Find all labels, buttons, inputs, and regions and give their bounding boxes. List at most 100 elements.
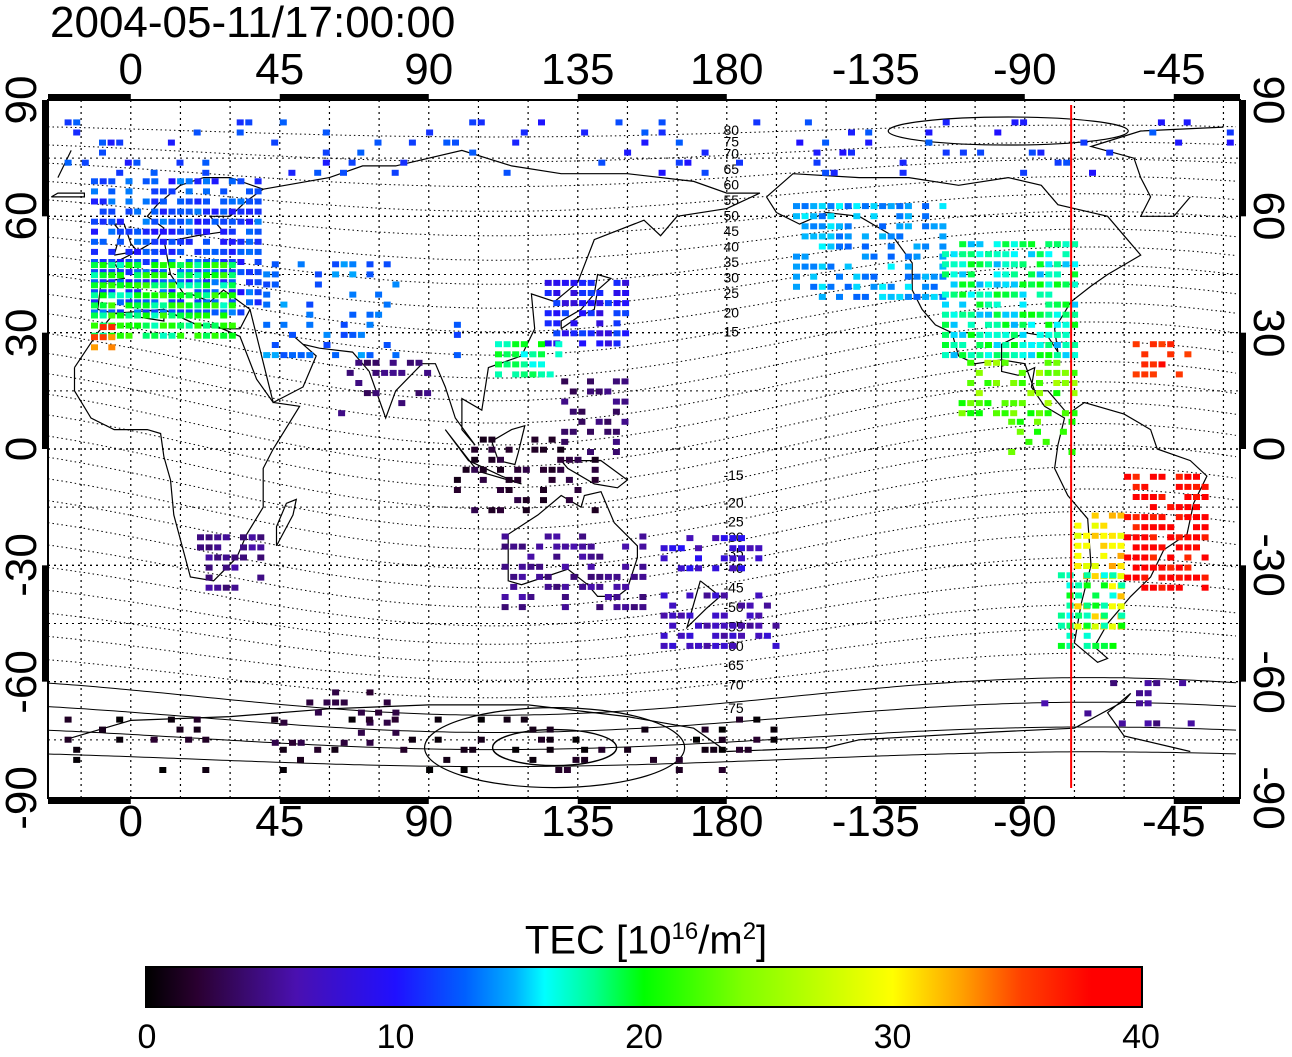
tec-cell — [587, 290, 595, 296]
tec-cell — [108, 208, 116, 215]
tec-cell — [349, 261, 357, 268]
tec-cell — [477, 716, 485, 723]
tec-cell — [591, 456, 599, 463]
tec-cell — [1167, 341, 1175, 348]
tec-cell — [1066, 572, 1074, 579]
lat-tick-right: 30 — [1244, 308, 1292, 358]
contour-label: -20 — [723, 494, 743, 510]
tec-cell — [660, 545, 668, 552]
tec-cell — [720, 555, 728, 562]
tec-cell — [1053, 331, 1061, 338]
tec-cell — [604, 573, 612, 580]
colorbar-tick: 20 — [625, 1018, 663, 1056]
tec-cell — [1071, 281, 1079, 288]
tec-cell — [134, 279, 142, 286]
tec-cell — [254, 178, 262, 185]
tec-cell — [254, 299, 262, 306]
tec-cell — [942, 149, 950, 156]
tec-cell — [512, 341, 520, 348]
lon-tick-bottom: -45 — [1141, 797, 1206, 846]
tec-cell — [801, 213, 809, 220]
tec-cell — [271, 271, 279, 278]
tec-cell — [1044, 410, 1052, 417]
tec-cell — [1070, 380, 1078, 386]
tec-cell — [434, 736, 442, 743]
tec-cell — [469, 119, 477, 126]
tec-cell — [561, 563, 569, 570]
tec-cell — [91, 322, 98, 329]
tec-cell — [546, 736, 554, 743]
tec-cell — [151, 248, 159, 255]
tec-cell — [1025, 438, 1033, 445]
tec-cell — [967, 352, 975, 359]
tec-cell — [660, 632, 668, 639]
tec-cell — [1201, 584, 1209, 591]
tec-cell — [116, 322, 124, 329]
tec-cell — [1010, 251, 1018, 258]
tec-cell — [942, 301, 949, 308]
frame-tick-bar — [42, 100, 47, 217]
tec-cell — [738, 632, 745, 639]
tec-cell — [228, 259, 236, 265]
tec-cell — [257, 554, 265, 561]
tec-cell — [1158, 524, 1166, 531]
tec-cell — [271, 739, 279, 746]
tec-cell — [939, 203, 947, 210]
tec-cell — [520, 716, 528, 723]
tec-cell — [220, 282, 228, 289]
tec-cell — [1132, 534, 1140, 541]
tec-cell — [211, 178, 219, 185]
tec-cell — [1201, 574, 1209, 581]
tec-cell — [1002, 321, 1010, 328]
tec-cell — [604, 418, 612, 425]
tec-cell — [471, 466, 479, 473]
tec-cell — [904, 253, 912, 260]
contour-label: 20 — [723, 304, 739, 320]
tec-cell — [237, 208, 245, 215]
tec-cell — [177, 302, 185, 309]
tec-cell — [1100, 602, 1108, 609]
tec-cell — [168, 312, 176, 319]
tec-cell — [1117, 542, 1125, 549]
tec-cell — [246, 238, 253, 245]
tec-cell — [237, 178, 245, 185]
lat-tick-right: 0 — [1244, 436, 1292, 462]
tec-cell — [548, 436, 556, 443]
tec-cell — [159, 289, 167, 296]
tec-cell — [142, 299, 150, 306]
tec-cell — [720, 632, 728, 639]
tec-cell — [660, 555, 668, 562]
tec-cell — [1010, 380, 1018, 386]
tec-cell — [246, 279, 253, 286]
tec-cell — [159, 312, 167, 319]
tec-cell — [237, 248, 245, 255]
tec-cell — [1036, 281, 1044, 288]
tec-cell — [228, 292, 236, 299]
tec-cell — [675, 756, 683, 763]
tec-cell — [357, 149, 365, 156]
tec-cell — [211, 309, 219, 316]
tec-cell — [91, 238, 98, 245]
tec-cell — [383, 699, 391, 706]
tec-cell — [363, 359, 371, 366]
tec-cell — [125, 178, 133, 185]
tec-cell — [993, 321, 1001, 328]
tec-cell — [587, 310, 595, 317]
tec-cell — [613, 310, 621, 317]
tec-cell — [381, 369, 389, 376]
coastline — [51, 192, 85, 198]
tec-cell — [570, 279, 578, 286]
tec-cell — [639, 573, 647, 580]
tec-cell — [91, 272, 98, 279]
frame-tick-bar — [1241, 100, 1246, 217]
tec-cell — [1117, 603, 1125, 610]
frame-tick-bar — [577, 799, 727, 804]
tec-cell — [177, 309, 185, 316]
tec-cell — [125, 248, 133, 255]
magnetic-contour — [47, 556, 1237, 627]
magnetic-contour — [491, 728, 618, 767]
tec-cell — [729, 545, 737, 552]
tec-cell — [331, 746, 339, 753]
tec-cell — [194, 248, 202, 255]
tec-cell — [839, 149, 847, 156]
